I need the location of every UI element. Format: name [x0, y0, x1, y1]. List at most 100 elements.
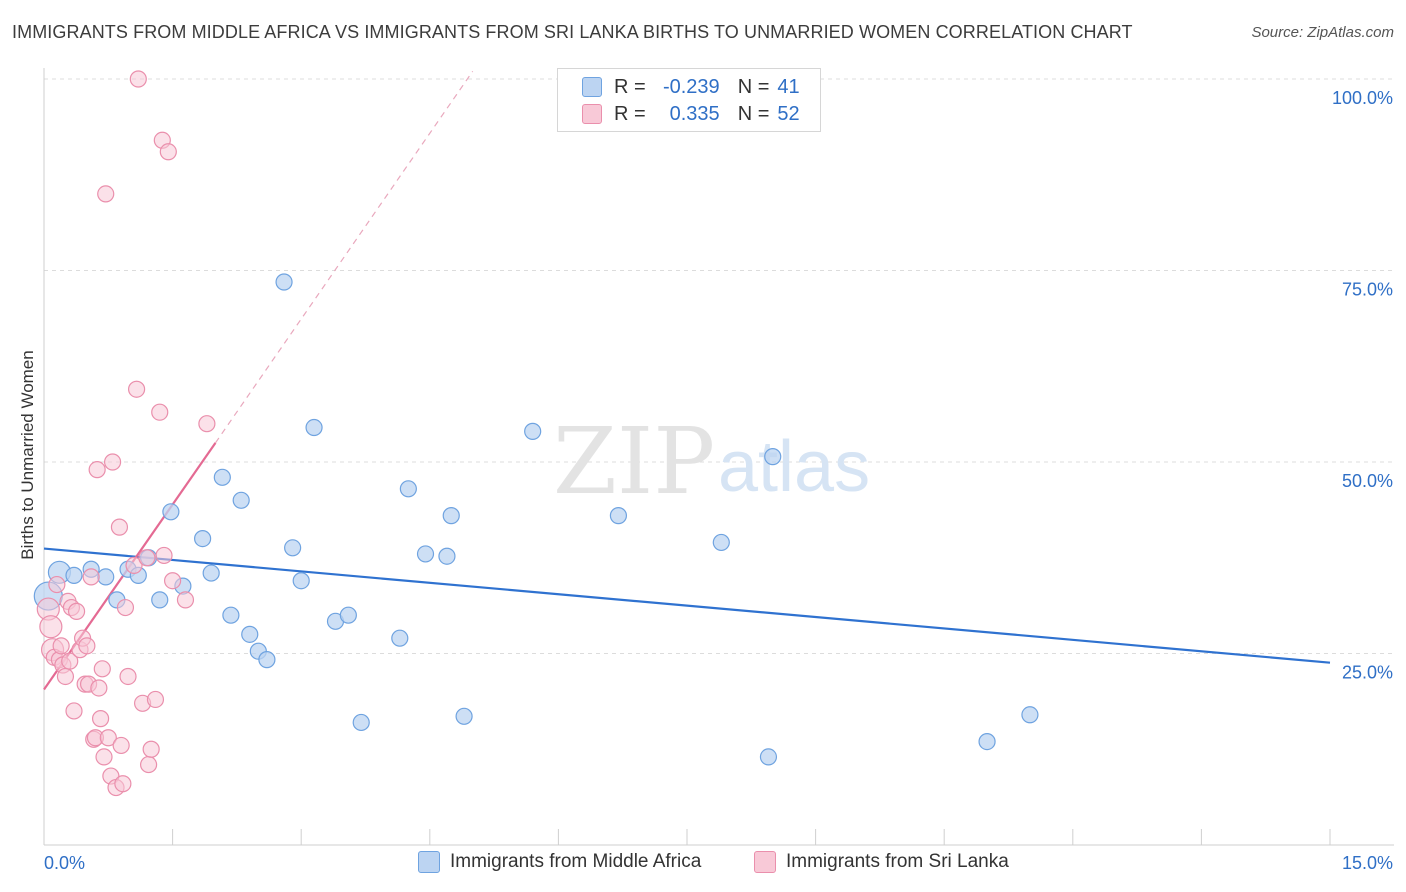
sri-lanka-point	[48, 575, 66, 594]
middle-africa-point	[399, 480, 417, 498]
r-value: -0.239	[662, 75, 720, 98]
y-tick-label: 100.0%	[1332, 88, 1393, 108]
sri-lanka-swatch	[582, 104, 602, 124]
sri-lanka-point	[125, 556, 143, 575]
sri-lanka-point	[95, 748, 113, 766]
sri-lanka-point	[146, 690, 165, 709]
middle-africa-point	[455, 707, 473, 725]
legend-item-middle-africa: Immigrants from Middle Africa	[418, 851, 701, 873]
sri-lanka-legend-swatch	[754, 851, 776, 873]
r-label: R =	[614, 75, 646, 98]
middle-africa-point	[438, 547, 456, 565]
middle-africa-swatch	[582, 77, 602, 97]
middle-africa-point	[978, 732, 996, 751]
sri-lanka-point	[67, 602, 86, 620]
middle-africa-point	[222, 606, 240, 624]
sri-lanka-point	[155, 546, 173, 565]
sri-lanka-point	[110, 518, 129, 536]
sri-lanka-trend-extension	[214, 70, 474, 444]
middle-africa-point	[416, 545, 435, 563]
middle-africa-point	[759, 748, 778, 766]
sri-lanka-point	[90, 679, 108, 697]
middle-africa-point	[391, 629, 409, 647]
sri-lanka-point	[139, 755, 158, 774]
sri-lanka-legend-label: Immigrants from Sri Lanka	[786, 851, 1009, 872]
x-tick-label: 15.0%	[1342, 853, 1393, 873]
sri-lanka-point	[151, 403, 169, 421]
x-tick-label: 0.0%	[44, 853, 85, 873]
n-label: N =	[737, 75, 770, 98]
chart-title: IMMIGRANTS FROM MIDDLE AFRICA VS IMMIGRA…	[12, 22, 1133, 42]
watermark: ZIP atlas	[553, 408, 870, 515]
stats-legend-row-sri-lanka: R = 0.335 N = 52	[582, 102, 800, 126]
sri-lanka-point	[88, 461, 106, 479]
middle-africa-point	[241, 625, 259, 643]
middle-africa-point	[442, 507, 460, 525]
sri-lanka-point	[91, 710, 110, 728]
sri-lanka-point	[93, 660, 111, 678]
middle-africa-point	[232, 491, 250, 509]
sri-lanka-point	[99, 729, 117, 747]
middle-africa-point	[97, 568, 115, 586]
middle-africa-point	[352, 713, 370, 732]
r-label: R =	[614, 102, 646, 125]
n-value: 41	[777, 75, 800, 98]
middle-africa-point	[213, 468, 231, 486]
middle-africa-point	[524, 422, 542, 440]
watermark-zip: ZIP	[553, 408, 715, 515]
axes	[43, 68, 1394, 846]
middle-africa-legend-swatch	[418, 851, 440, 873]
n-value: 52	[777, 102, 800, 125]
stats-legend: R = -0.239 N = 41 R = 0.335 N = 52	[557, 68, 821, 132]
middle-africa-point	[292, 572, 310, 590]
middle-africa-legend-label: Immigrants from Middle Africa	[450, 851, 702, 872]
stats-legend-row-middle-africa: R = -0.239 N = 41	[582, 75, 800, 99]
middle-africa-point	[284, 539, 302, 557]
middle-africa-point	[202, 564, 220, 582]
middle-africa-point	[764, 448, 782, 466]
middle-africa-point	[258, 651, 276, 669]
sri-lanka-point	[97, 185, 115, 203]
sri-lanka-point	[52, 637, 70, 655]
sri-lanka-point	[82, 568, 100, 586]
y-tick-label: 75.0%	[1342, 280, 1393, 300]
sri-lanka-point	[78, 637, 96, 655]
sri-lanka-point	[56, 667, 75, 686]
n-label: N =	[737, 102, 770, 125]
source-label: Source: ZipAtlas.com	[1251, 24, 1394, 41]
sri-lanka-point	[65, 702, 83, 720]
middle-africa-point	[151, 591, 169, 609]
sri-lanka-point	[164, 572, 182, 590]
sri-lanka-point	[198, 415, 216, 433]
trend-lines	[43, 70, 1331, 691]
middle-africa-point	[275, 273, 293, 291]
sri-lanka-point	[159, 143, 177, 161]
sri-lanka-point	[138, 549, 156, 567]
sri-lanka-point	[127, 380, 146, 398]
watermark-atlas: atlas	[718, 427, 870, 507]
middle-africa-point	[609, 507, 628, 525]
middle-africa-point	[162, 503, 180, 521]
middle-africa-point	[65, 566, 83, 584]
sri-lanka-point	[116, 598, 135, 617]
sri-lanka-point	[103, 453, 122, 471]
middle-africa-point	[1021, 706, 1039, 724]
middle-africa-point	[712, 533, 730, 552]
sri-lanka-point	[61, 652, 79, 670]
sri-lanka-point	[119, 667, 137, 686]
middle-africa-point	[305, 418, 323, 437]
data-points	[33, 70, 1039, 797]
sri-lanka-point	[142, 740, 160, 758]
y-axis-label: Births to Unmarried Women	[18, 350, 37, 559]
legend-item-sri-lanka: Immigrants from Sri Lanka	[754, 851, 1009, 873]
middle-africa-point	[339, 606, 357, 624]
middle-africa-trend-line	[43, 547, 1331, 664]
middle-africa-point	[194, 529, 212, 548]
sri-lanka-point	[176, 591, 195, 609]
y-tick-label: 25.0%	[1342, 663, 1393, 683]
sri-lanka-point	[114, 775, 132, 793]
y-tick-label: 50.0%	[1342, 471, 1393, 491]
sri-lanka-point	[112, 736, 130, 755]
r-value: 0.335	[669, 102, 720, 125]
